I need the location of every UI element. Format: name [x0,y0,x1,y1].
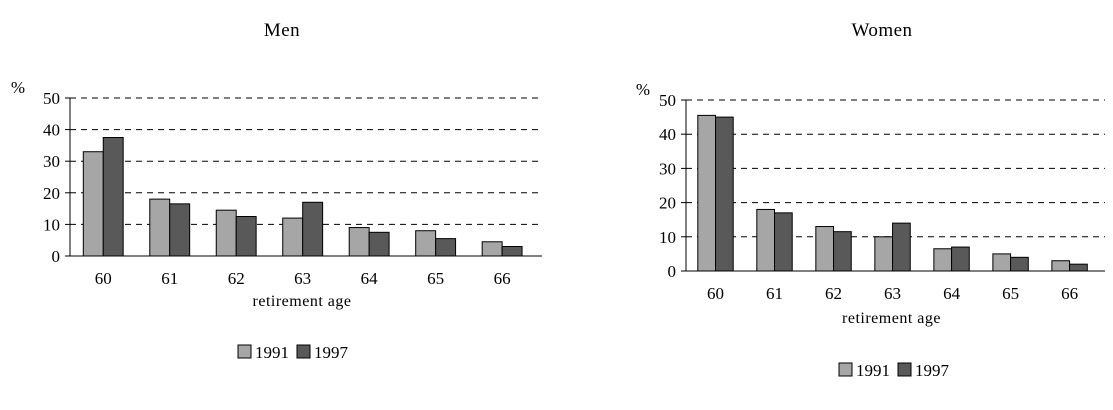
bar-1997-60 [715,116,734,272]
x-tick-label: 63 [294,269,311,288]
y-tick-label: 0 [668,262,677,281]
y-tick-label: 20 [43,184,60,203]
bar-1997-66 [1069,263,1088,272]
bar-1991-60 [697,114,717,272]
bar-1997-66 [501,246,523,257]
bar-1997-65 [435,238,457,257]
legend-label-1997: 1997 [915,361,950,380]
y-tick-label: 0 [52,247,61,266]
y-tick-label: 30 [659,159,676,178]
bar-1991-64 [348,227,370,257]
y-tick-label: 50 [43,89,60,108]
y-tick-label: 10 [43,215,60,234]
bar-1991-62 [815,226,835,272]
y-axis-label: % [636,80,650,99]
bar-1991-65 [415,230,437,257]
y-axis-label: % [11,78,25,97]
x-tick-label: 62 [228,269,245,288]
chart-men: Men% 0 10 20 30 40 50 60 61 62 63 64 65 66 retirement … [11,20,542,362]
x-tick-label: 63 [884,284,901,303]
bar-1991-66 [1051,260,1071,272]
legend: 1991 1997 [838,361,950,380]
bar-1991-65 [992,253,1012,272]
bar-1997-65 [1010,256,1029,272]
bar-1991-63 [874,236,894,272]
y-tick-label: 20 [659,194,676,213]
bar-1991-61 [756,208,776,272]
x-tick-label: 62 [825,284,842,303]
chart-title: Women [851,20,912,41]
bar-1997-63 [302,201,324,257]
bar-1997-61 [774,212,793,272]
y-tick-label: 10 [659,228,676,247]
x-tick-label: 61 [766,284,783,303]
bar-1997-60 [102,137,124,257]
bar-1991-63 [282,217,304,257]
x-tick-label: 64 [943,284,961,303]
bar-1991-60 [82,151,104,257]
bar-1991-62 [215,209,237,257]
x-tick-label: 65 [1002,284,1019,303]
legend-swatch-1997 [897,362,912,377]
legend: 1991 1997 [237,343,349,362]
x-tick-label: 60 [95,269,112,288]
y-tick-label: 40 [43,121,60,140]
bar-1991-61 [149,198,171,257]
bar-1997-63 [892,222,911,272]
bar-1997-62 [833,231,852,272]
bar-1997-61 [169,203,191,257]
chart-women: Women% 0 10 20 30 40 50 60 61 62 63 64 65 66 retiremen… [636,20,1105,380]
y-tick-label: 30 [43,152,60,171]
chart-title: Men [264,20,300,41]
bar-1997-62 [235,216,257,257]
bar-1997-64 [368,231,390,257]
bar-1997-64 [951,246,970,272]
legend-label-1991: 1991 [255,343,289,362]
x-axis-label: retirement age [842,310,941,327]
y-tick-label: 50 [659,91,676,110]
legend-label-1991: 1991 [856,361,890,380]
x-tick-label: 65 [427,269,444,288]
legend-swatch-1991 [838,362,853,377]
legend-swatch-1991 [237,344,252,359]
x-tick-label: 61 [161,269,178,288]
x-axis-label: retirement age [253,293,352,310]
x-tick-label: 66 [1061,284,1078,303]
y-tick-label: 40 [659,125,676,144]
bar-1991-66 [481,241,503,257]
legend-label-1997: 1997 [314,343,349,362]
x-tick-label: 60 [707,284,724,303]
x-tick-label: 66 [494,269,511,288]
x-tick-label: 64 [361,269,379,288]
bar-1991-64 [933,248,953,272]
legend-swatch-1997 [296,344,311,359]
